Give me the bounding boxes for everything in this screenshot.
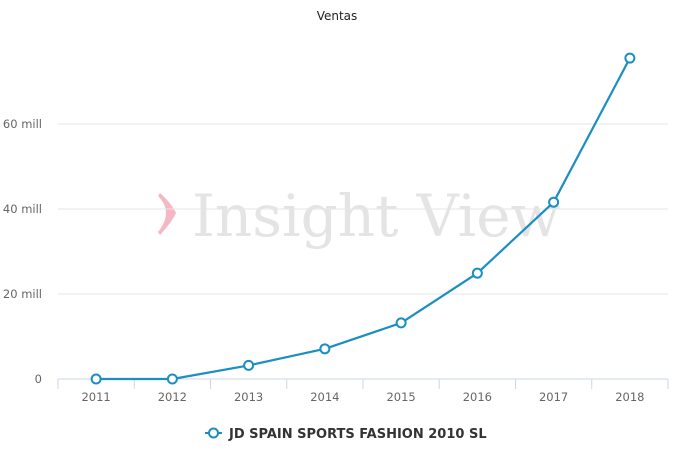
data-point-2014 <box>319 343 331 355</box>
data-point-2012 <box>166 373 178 385</box>
data-point-2013 <box>243 359 255 371</box>
data-point-2011 <box>90 373 102 385</box>
watermark-text: Insight View <box>192 182 560 250</box>
series-layer <box>90 52 636 385</box>
legend-marker-icon <box>208 427 219 439</box>
grid-lines <box>58 123 668 295</box>
data-point-2018 <box>624 52 636 64</box>
x-axis: 2011 2012 2013 2014 2015 2016 2017 2018 <box>57 378 669 404</box>
y-tick-label: 0 <box>35 372 42 386</box>
y-tick-label: 60 mill <box>3 117 42 131</box>
x-tick-label: 2013 <box>234 390 263 404</box>
x-tick-label: 2011 <box>81 390 110 404</box>
data-point-2015 <box>395 317 407 329</box>
data-point-2016 <box>471 267 483 279</box>
y-tick-label: 40 mill <box>3 202 42 216</box>
x-tick-label: 2017 <box>539 390 568 404</box>
watermark-chevron-icon <box>158 193 176 235</box>
x-tick-label: 2016 <box>463 390 492 404</box>
chart-title: Ventas <box>317 9 358 23</box>
y-tick-label: 20 mill <box>3 287 42 301</box>
insight-view-watermark-logo: Insight View <box>158 182 560 250</box>
legend[interactable]: JD SPAIN SPORTS FASHION 2010 SL <box>205 427 487 442</box>
y-axis: 0 20 mill 40 mill 60 mill <box>3 117 42 386</box>
x-tick-label: 2012 <box>158 390 187 404</box>
x-tick-label: 2018 <box>615 390 644 404</box>
data-point-2017 <box>548 196 560 208</box>
x-tick-label: 2015 <box>386 390 415 404</box>
x-tick-label: 2014 <box>310 390 339 404</box>
legend-label[interactable]: JD SPAIN SPORTS FASHION 2010 SL <box>228 427 487 442</box>
series-line <box>96 57 631 381</box>
